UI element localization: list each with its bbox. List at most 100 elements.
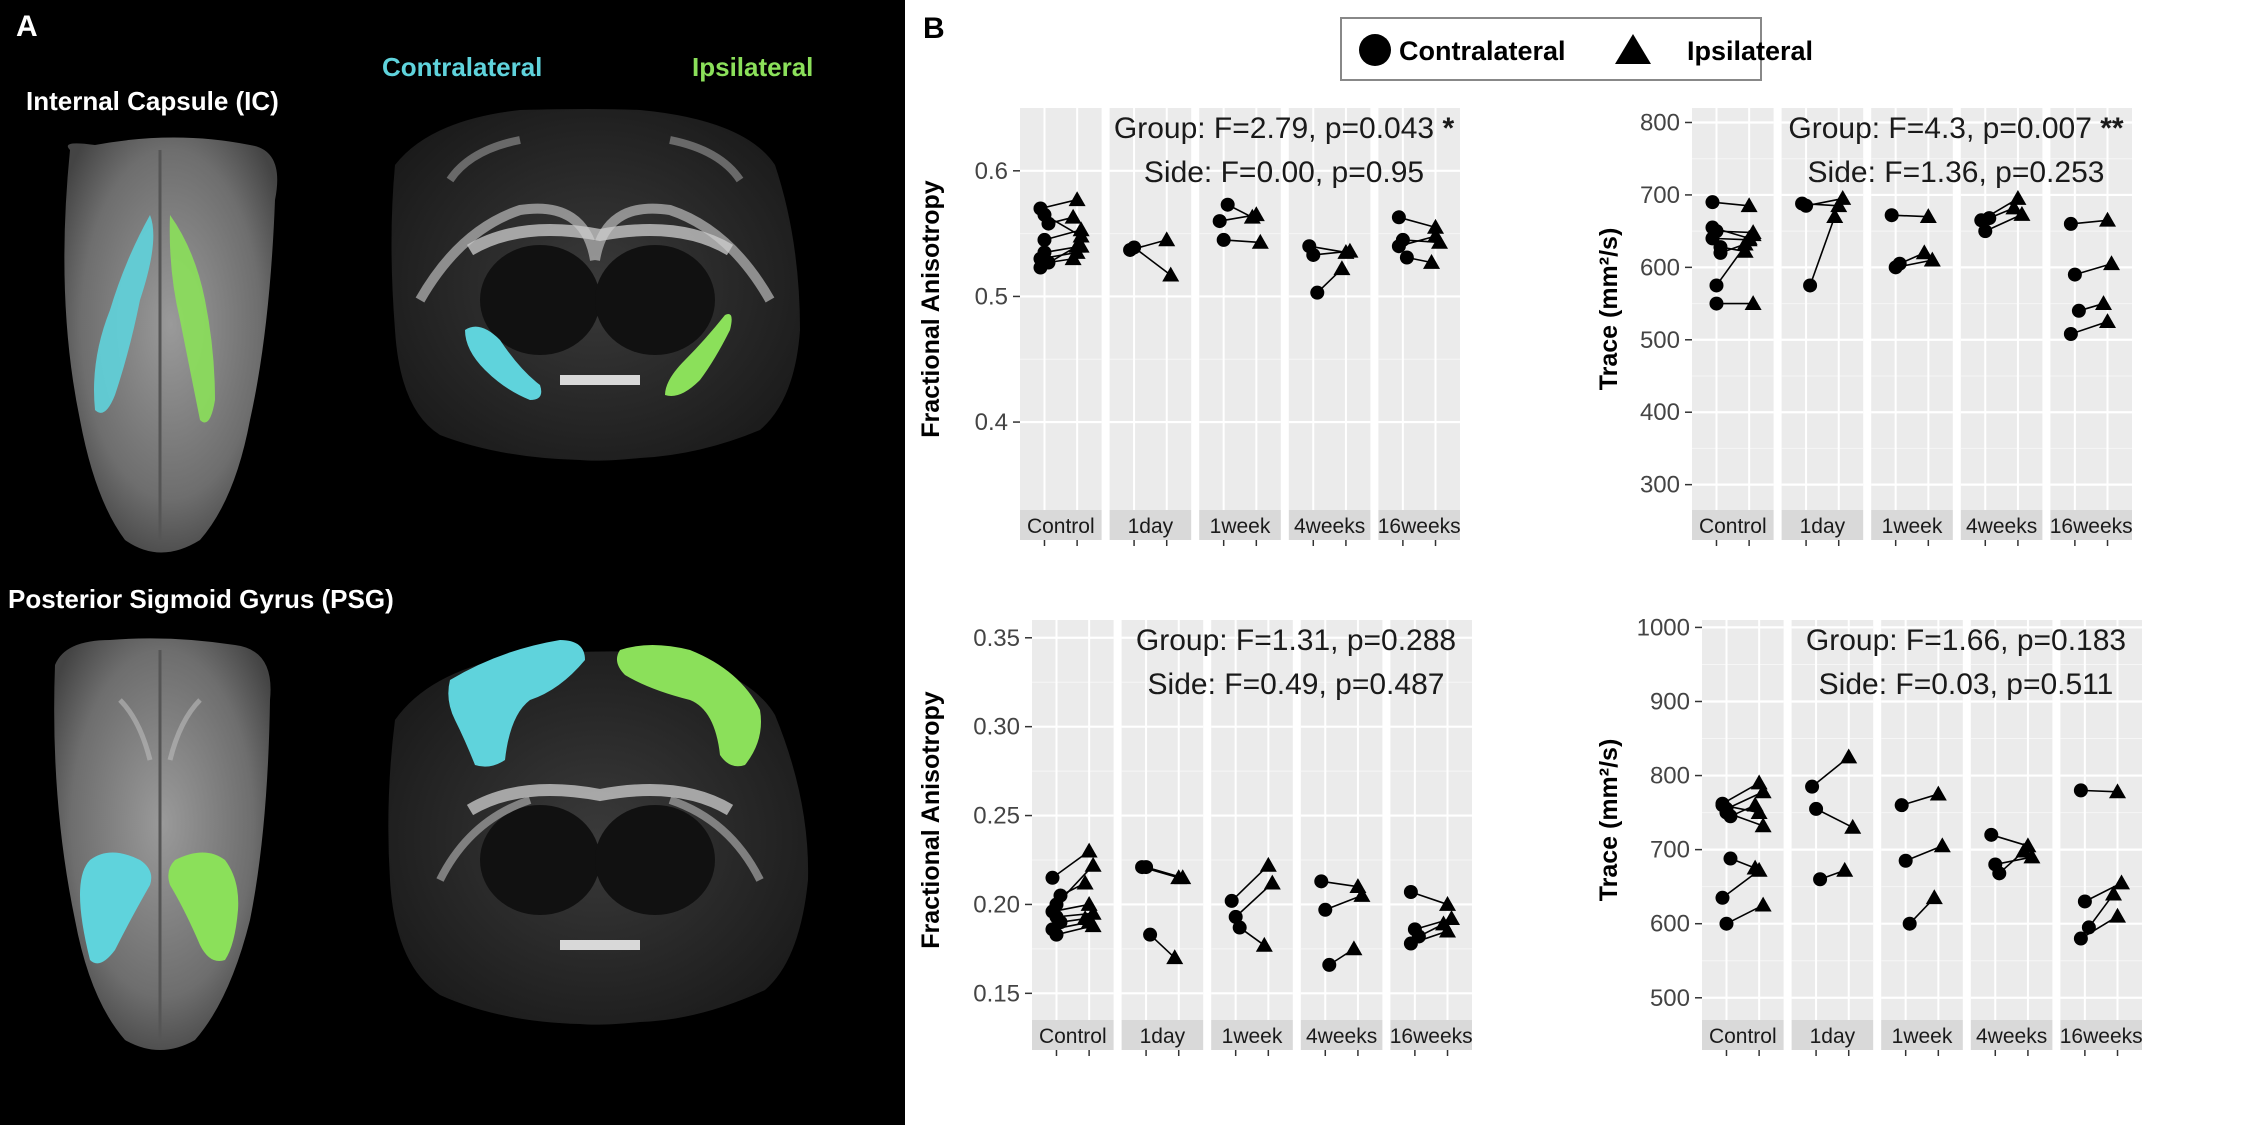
facet-strip — [1288, 510, 1371, 540]
point-ipsilateral — [1750, 861, 1768, 877]
point-ipsilateral — [1341, 242, 1359, 258]
point-contralateral — [1322, 957, 1337, 972]
point-ipsilateral — [1740, 197, 1758, 213]
y-tick-label: 1000 — [1637, 614, 1690, 641]
point-contralateral — [1228, 909, 1243, 924]
facet-strip — [1121, 1020, 1204, 1050]
point-ipsilateral — [1736, 242, 1754, 258]
point-ipsilateral — [2099, 211, 2117, 227]
region-psg-label: Posterior Sigmoid Gyrus (PSG) — [8, 584, 394, 614]
psg-slice-ipsilateral-region — [616, 645, 761, 767]
chart-psg_fa: Control 1day 1week 4weeks 16weeks 0.15 0.20 0.2… — [917, 620, 1473, 1056]
y-tick-label: 800 — [1640, 109, 1680, 136]
point-ipsilateral — [1925, 889, 1943, 905]
point-ipsilateral — [1826, 208, 1844, 224]
point-contralateral — [1037, 207, 1052, 222]
facet-background — [1300, 620, 1383, 1020]
y-tick-label: 600 — [1650, 911, 1690, 938]
facet-strip-label: 16weeks — [2050, 515, 2133, 538]
facet-strip-label: 1week — [1222, 1025, 1283, 1048]
facet-4weeks: 4weeks — [1300, 620, 1383, 1056]
ic-slice-ipsilateral-region — [665, 314, 732, 396]
facet-background — [2050, 108, 2132, 510]
psg-contralateral-region — [80, 852, 152, 964]
panel-a-label: A — [16, 10, 38, 43]
point-contralateral — [1894, 798, 1909, 813]
y-tick-label: 0.4 — [975, 409, 1008, 436]
facet-strip-label: 16weeks — [2060, 1025, 2143, 1048]
point-contralateral — [1705, 195, 1720, 210]
facet-strip — [1970, 1020, 2053, 1050]
point-ipsilateral — [1754, 896, 1772, 912]
facet-strip-label: 4weeks — [1306, 1025, 1377, 1048]
point-ipsilateral — [2113, 874, 2131, 890]
facet-1week: 1week — [1881, 620, 1963, 1056]
point-ipsilateral — [2005, 199, 2023, 215]
chart-psg_trace: Control 1day 1week 4weeks 16weeks 500 600 700 80… — [1595, 614, 2143, 1056]
point-ipsilateral — [2109, 907, 2127, 923]
facet-strip — [1020, 510, 1102, 540]
point-ipsilateral — [1068, 191, 1086, 207]
facet-Control: Control — [1692, 108, 1774, 546]
facet-strip-label: Control — [1699, 515, 1767, 538]
chart-ic_fa: Control 1day 1week 4weeks 16weeks 0.4 0.5 0.6 Fr… — [917, 108, 1461, 546]
point-contralateral — [2071, 303, 2086, 318]
facet-background — [1881, 620, 1963, 1020]
facet-strip — [1781, 510, 1864, 540]
facet-background — [1121, 620, 1204, 1020]
point-contralateral — [1715, 890, 1730, 905]
point-contralateral — [2077, 894, 2092, 909]
facet-strip-label: 1day — [1128, 515, 1174, 538]
facet-background — [1960, 108, 2043, 510]
point-ipsilateral — [1072, 227, 1090, 243]
stats-group-text: Group: F=1.31, p=0.288 — [1136, 624, 1456, 657]
point-ipsilateral — [1834, 190, 1852, 205]
y-tick-label: 400 — [1640, 399, 1680, 426]
stats-group-text: Group: F=2.79, p=0.043 * — [1114, 112, 1455, 145]
pair-connector — [1044, 214, 1082, 237]
facet-strip — [1199, 510, 1281, 540]
facet-strip — [1960, 510, 2043, 540]
panel-a: A Contralateral Ipsilateral Internal Cap… — [0, 0, 905, 1125]
facet-background — [1970, 620, 2053, 1020]
point-contralateral — [1127, 240, 1142, 255]
y-axis-label: Fractional Anisotropy — [917, 180, 945, 438]
facet-background — [1288, 108, 1371, 510]
point-contralateral — [1719, 916, 1734, 931]
point-ipsilateral — [1427, 218, 1445, 234]
facet-strip-label: 4weeks — [1966, 515, 2037, 538]
point-ipsilateral — [2015, 842, 2033, 858]
point-contralateral — [1318, 902, 1333, 917]
point-ipsilateral — [1174, 869, 1192, 885]
point-contralateral — [1216, 232, 1231, 247]
y-tick-label: 0.5 — [975, 283, 1008, 310]
stats-group-text: Group: F=4.3, p=0.007 ** — [1788, 112, 2124, 145]
facet-strip-label: 1week — [1882, 515, 1943, 538]
point-contralateral — [1143, 927, 1158, 942]
point-ipsilateral — [1263, 874, 1281, 890]
significance-marker: ** — [2092, 112, 2124, 145]
facet-strip-label: Control — [1709, 1025, 1777, 1048]
facet-background — [1692, 108, 1774, 510]
facet-strip — [2060, 1020, 2142, 1050]
facet-background — [1020, 108, 1102, 510]
point-contralateral — [2063, 216, 2078, 231]
chart-ic_trace: Control 1day 1week 4weeks 16weeks 300 400 500 60… — [1595, 108, 2133, 546]
facet-strip-label: 16weeks — [1378, 515, 1461, 538]
stats-side-text: Side: F=0.49, p=0.487 — [1148, 668, 1445, 701]
facet-1day: 1day — [1781, 108, 1864, 546]
facet-1week: 1week — [1871, 108, 1953, 546]
y-tick-label: 0.25 — [973, 803, 1020, 830]
point-contralateral — [1049, 927, 1064, 942]
pair-connector — [1133, 246, 1172, 276]
facet-background — [1390, 620, 1472, 1020]
point-ipsilateral — [1929, 785, 1947, 801]
point-contralateral — [2063, 326, 2078, 341]
point-contralateral — [1403, 936, 1418, 951]
y-tick-label: 700 — [1640, 182, 1680, 209]
facet-1week: 1week — [1199, 108, 1281, 546]
point-contralateral — [1813, 872, 1828, 887]
point-ipsilateral — [1750, 804, 1768, 819]
point-contralateral — [1220, 197, 1235, 212]
point-contralateral — [1705, 220, 1720, 235]
